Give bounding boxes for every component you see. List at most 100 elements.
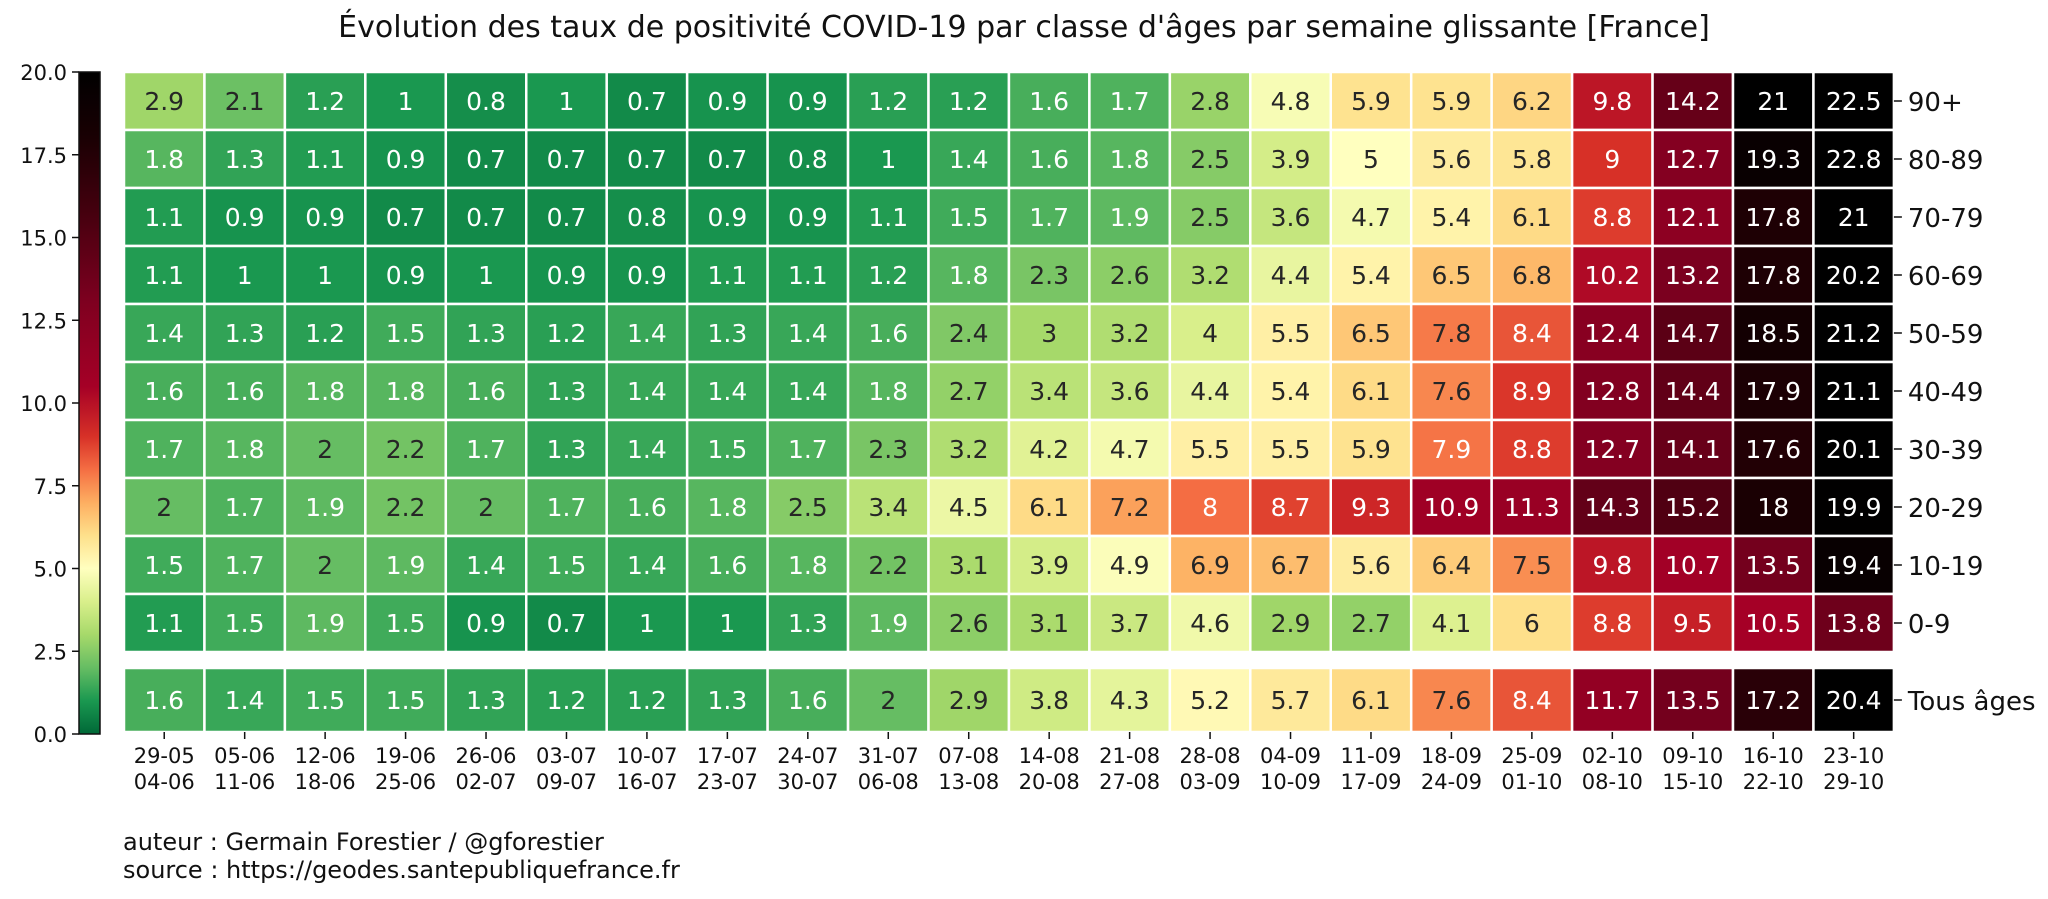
cell-value: 0.9	[707, 87, 747, 116]
cell-value: 3.9	[1271, 145, 1311, 174]
cell-value: 1.8	[868, 377, 908, 406]
heatmap-cell	[1088, 244, 1172, 306]
cell-value: 1	[719, 609, 735, 638]
cell-value: 2.7	[949, 377, 989, 406]
heatmap-cell	[1249, 476, 1333, 538]
heatmap-cell	[1651, 592, 1735, 654]
cell-value: 8.8	[1592, 203, 1632, 232]
cell-value: 6.9	[1190, 551, 1230, 580]
x-tick-label-end: 27-08	[1099, 770, 1160, 794]
cell-value: 1.7	[466, 435, 506, 464]
cell-value: 0.9	[547, 261, 587, 290]
cell-value: 4	[1202, 319, 1218, 348]
colorbar-tick-label: 5.0	[34, 558, 67, 582]
cell-value: 10.7	[1665, 551, 1721, 580]
cell-value: 1.8	[144, 145, 184, 174]
cell-value: 3.4	[1029, 377, 1069, 406]
cell-value: 2.9	[1271, 609, 1311, 638]
cell-value: 7.2	[1110, 493, 1150, 522]
cell-value: 4.2	[1029, 435, 1069, 464]
source-credit: source : https://geodes.santepubliquefra…	[123, 856, 680, 884]
cell-value: 6.1	[1351, 377, 1391, 406]
cell-value: 6.7	[1271, 551, 1311, 580]
cell-value: 4.4	[1271, 261, 1311, 290]
cell-value: 1.5	[707, 435, 747, 464]
cell-value: 6.1	[1351, 686, 1391, 715]
x-tick-label-start: 31-07	[858, 744, 919, 768]
heatmap-cell	[203, 244, 287, 306]
x-tick-label-end: 30-07	[777, 770, 838, 794]
heatmap-cell	[1651, 360, 1735, 422]
cell-value: 1.2	[868, 87, 908, 116]
cell-value: 1.5	[386, 609, 426, 638]
cell-value: 1.3	[707, 319, 747, 348]
cell-value: 3.6	[1271, 203, 1311, 232]
heatmap-cell	[1812, 666, 1896, 734]
heatmap-cell	[1570, 70, 1654, 132]
cell-value: 1.6	[627, 493, 667, 522]
cell-value: 1	[237, 261, 253, 290]
cell-value: 1	[639, 609, 655, 638]
cell-value: 17.8	[1745, 261, 1801, 290]
cell-value: 1.7	[1110, 87, 1150, 116]
cell-value: 1.5	[305, 686, 345, 715]
cell-value: 1.1	[868, 203, 908, 232]
x-tick-label-start: 26-06	[456, 744, 517, 768]
cell-value: 0.7	[547, 609, 587, 638]
heatmap-cell	[766, 592, 850, 654]
cell-value: 1.1	[707, 261, 747, 290]
heatmap-cell	[525, 534, 608, 596]
cell-value: 17.8	[1745, 203, 1801, 232]
cell-value: 5.5	[1271, 319, 1311, 348]
cell-value: 9.8	[1592, 87, 1632, 116]
heatmap-cell	[1812, 186, 1896, 248]
cell-value: 1.7	[788, 435, 828, 464]
x-tick-label-end: 17-09	[1340, 770, 1401, 794]
cell-value: 18	[1757, 493, 1789, 522]
heatmap-cell	[685, 244, 769, 306]
heatmap-cell	[525, 128, 608, 190]
cell-value: 2.6	[1110, 261, 1150, 290]
x-tick-label-end: 04-06	[134, 770, 195, 794]
x-tick-label-end: 09-07	[536, 770, 597, 794]
cell-value: 2.3	[868, 435, 908, 464]
cell-value: 1.6	[1029, 145, 1069, 174]
cell-value: 19.4	[1826, 551, 1882, 580]
cell-value: 13.8	[1826, 609, 1882, 638]
cell-value: 2.5	[788, 493, 828, 522]
heatmap-cell	[766, 186, 850, 248]
cell-value: 10.2	[1584, 261, 1640, 290]
cell-value: 1	[559, 87, 575, 116]
cell-value: 18.5	[1745, 319, 1801, 348]
heatmap-cell	[1490, 534, 1574, 596]
cell-value: 5.8	[1512, 145, 1552, 174]
cell-value: 1.2	[305, 87, 345, 116]
heatmap-cell	[1007, 666, 1091, 734]
cell-value: 22.8	[1826, 145, 1882, 174]
heatmap-cell	[1088, 666, 1172, 734]
cell-value: 1.2	[305, 319, 345, 348]
cell-value: 7.8	[1432, 319, 1472, 348]
colorbar-tick-label: 2.5	[34, 640, 67, 664]
heatmap-cell	[1329, 70, 1413, 132]
cell-value: 1.8	[788, 551, 828, 580]
heatmap-cell	[1570, 534, 1654, 596]
x-tick-label-start: 02-10	[1582, 744, 1643, 768]
x-tick-label-start: 19-06	[375, 744, 436, 768]
heatmap-cell	[685, 418, 769, 480]
cell-value: 1.9	[1110, 203, 1150, 232]
heatmap-cell	[1088, 128, 1172, 190]
cell-value: 17.6	[1745, 435, 1801, 464]
heatmap-cell	[444, 592, 528, 654]
cell-value: 4.6	[1190, 609, 1230, 638]
heatmap-cell	[846, 70, 930, 132]
cell-value: 9.8	[1592, 551, 1632, 580]
cell-value: 1.6	[707, 551, 747, 580]
heatmap-cell	[1168, 70, 1252, 132]
heatmap-cell	[1168, 360, 1252, 422]
cell-value: 0.7	[547, 145, 587, 174]
x-tick-label-start: 09-10	[1662, 744, 1723, 768]
cell-value: 1.5	[386, 686, 426, 715]
cell-value: 1.9	[305, 609, 345, 638]
